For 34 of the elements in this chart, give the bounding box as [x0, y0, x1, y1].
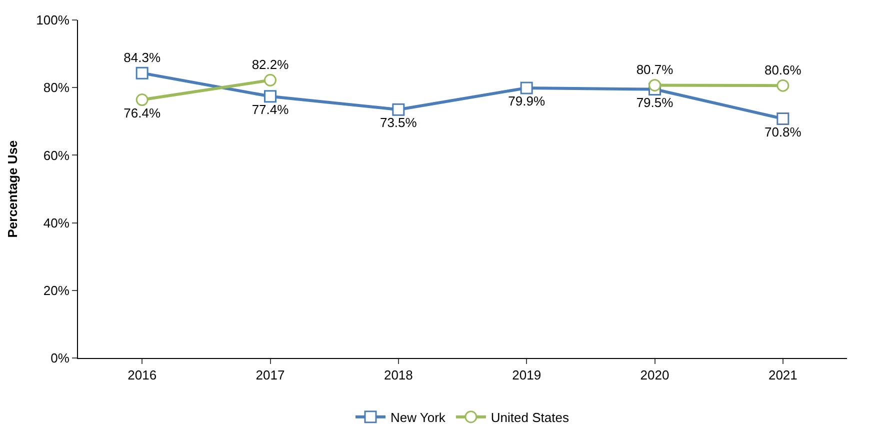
point: [392, 103, 405, 116]
x-tick-label: 2017: [256, 368, 285, 383]
point: [136, 94, 148, 106]
data-label: 76.4%: [124, 105, 161, 120]
x-tick-label: 2020: [640, 368, 670, 383]
legend-label: New York: [390, 410, 446, 425]
x-tick-label: 2016: [128, 368, 157, 383]
point: [776, 79, 790, 92]
data-label: 79.9%: [508, 94, 546, 109]
y-axis-title: Percentage Use: [5, 140, 20, 238]
y-tick-label: 60%: [43, 148, 70, 163]
data-label: 84.3%: [124, 50, 161, 65]
data-label: 70.8%: [764, 124, 802, 140]
data-label: 73.5%: [380, 115, 418, 130]
x-tick-label: 2018: [384, 368, 413, 383]
legend-label: United States: [490, 410, 570, 425]
point: [264, 90, 276, 103]
point: [264, 74, 276, 86]
y-tick-label: 100%: [36, 12, 70, 28]
point: [520, 82, 533, 94]
point: [776, 112, 790, 125]
y-tick-label: 80%: [43, 80, 70, 96]
point: [648, 78, 661, 92]
x-tick-label: 2019: [512, 368, 542, 383]
y-tick-label: 40%: [43, 215, 70, 230]
data-label: 82.2%: [252, 57, 290, 72]
point: [136, 66, 148, 80]
data-label: 77.4%: [252, 102, 290, 118]
data-label: 80.6%: [764, 62, 802, 78]
data-label: 80.7%: [636, 62, 674, 78]
data-label: 79.5%: [636, 94, 674, 110]
y-tick-label: 0%: [50, 350, 70, 366]
x-tick-label: 2021: [768, 368, 798, 383]
y-tick-label: 20%: [43, 282, 70, 298]
